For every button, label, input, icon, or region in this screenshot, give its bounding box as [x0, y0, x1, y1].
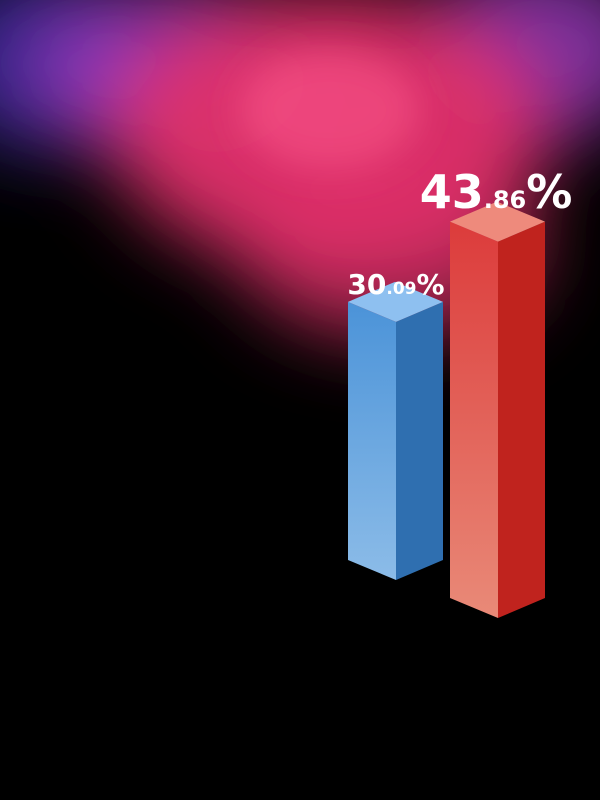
bar-1-front-face: [348, 301, 396, 580]
bar-1-top-face: [348, 281, 443, 322]
data-label-bar-2: 43.86%: [420, 165, 573, 219]
data-label-bar-1-unit: %: [417, 268, 445, 301]
bar-1-side-face: [396, 301, 443, 580]
data-label-bar-2-dec: .86: [484, 186, 527, 214]
bar-2-top-face: [450, 201, 545, 242]
data-label-bar-1: 30.09%: [347, 268, 444, 301]
bar-2-front-face: [450, 221, 498, 618]
data-label-bar-2-int: 43: [420, 165, 484, 219]
data-label-bar-1-int: 30: [347, 268, 386, 301]
bar-1: [348, 281, 443, 580]
data-label-bar-2-unit: %: [526, 165, 572, 219]
data-label-bar-1-dec: .09: [386, 279, 416, 299]
bar-2: [450, 201, 545, 618]
bar-2-side-face: [498, 221, 545, 618]
